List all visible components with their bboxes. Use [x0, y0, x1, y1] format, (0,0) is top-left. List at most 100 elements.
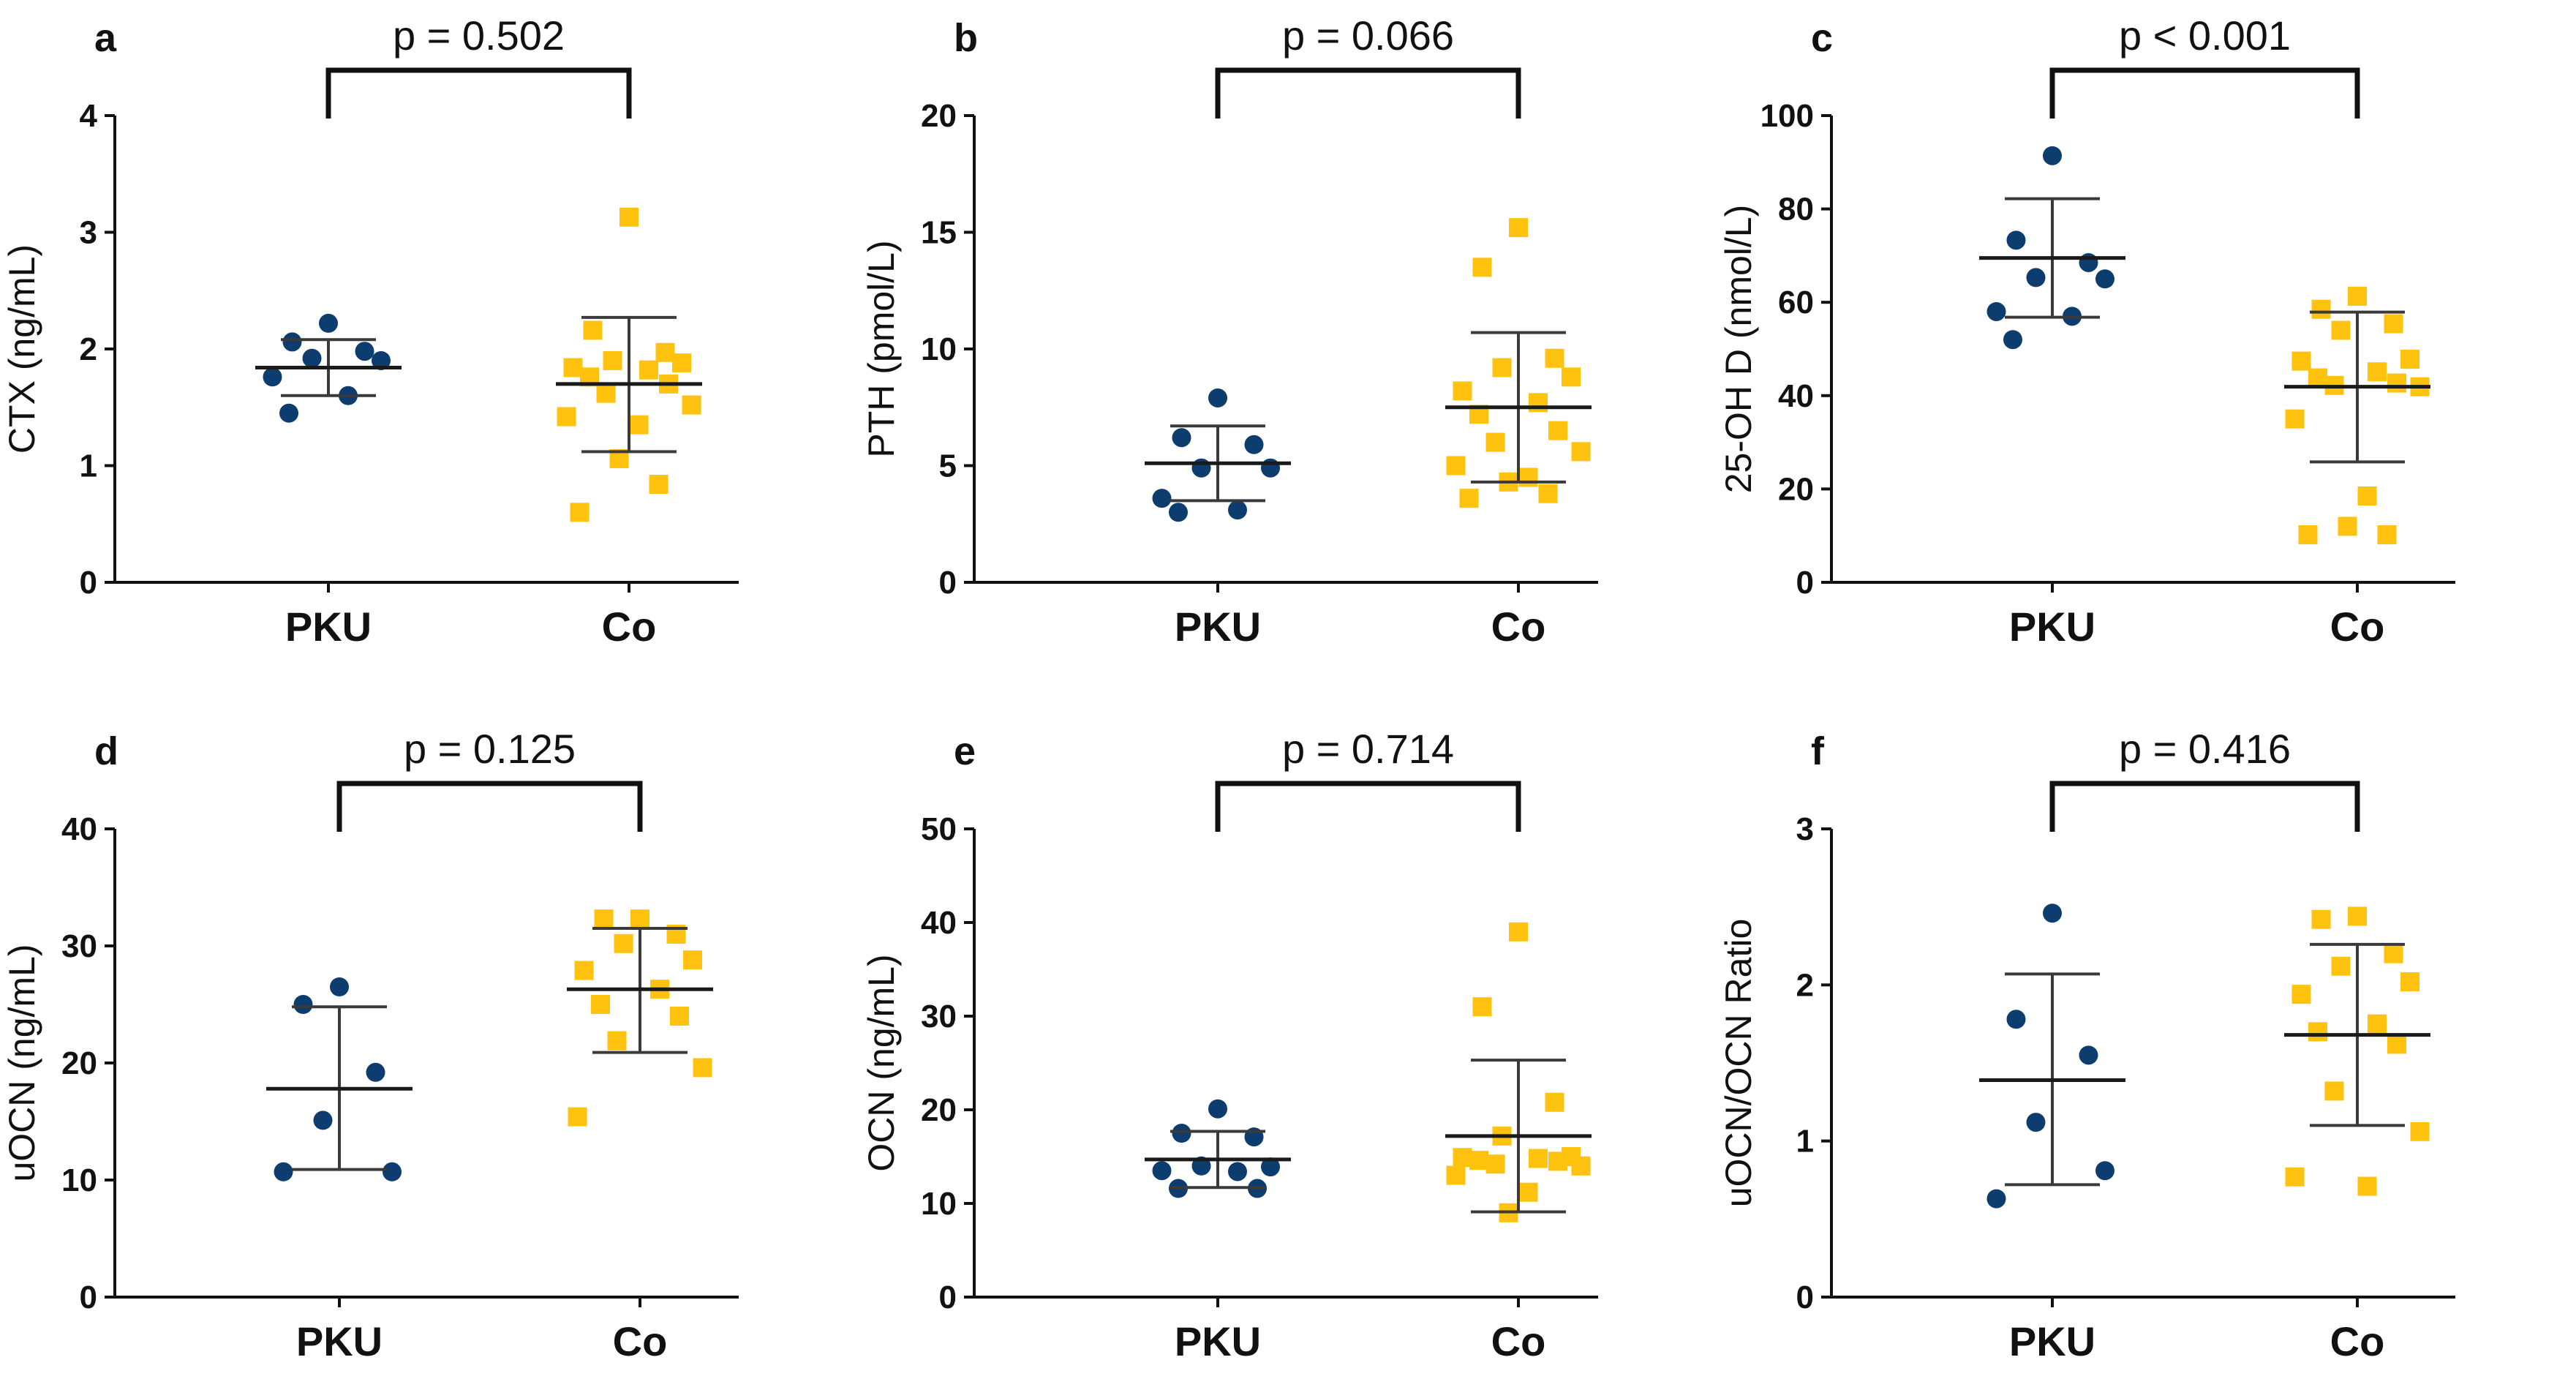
data-point [1538, 484, 1558, 503]
y-tick-label: 10 [61, 1162, 97, 1198]
data-point [2348, 906, 2367, 926]
data-point [1172, 428, 1191, 448]
data-point [2006, 230, 2026, 250]
data-point [2291, 985, 2311, 1004]
y-axis-label: CTX (ng/mL) [1, 244, 42, 454]
data-point [672, 353, 691, 373]
data-point [1571, 442, 1591, 462]
y-axis-label: uOCN (ng/mL) [1, 944, 42, 1181]
data-point [2311, 909, 2331, 929]
y-tick-label: 10 [921, 331, 957, 367]
data-point [1208, 1099, 1227, 1119]
p-value-label: p = 0.125 [404, 726, 576, 772]
p-value-label: p = 0.066 [1282, 12, 1454, 59]
data-point [682, 395, 701, 415]
panel-label: d [94, 729, 118, 773]
panel-a: a 0 1 2 3 4 PKU Co CTX (ng/mL) p = 0.502 [1, 12, 739, 650]
data-point [1986, 301, 2006, 321]
panel-label: c [1811, 16, 1833, 60]
data-point [1485, 1154, 1505, 1174]
x-tick-label: PKU [1175, 604, 1261, 650]
p-value-label: p = 0.714 [1282, 726, 1454, 772]
data-point [1469, 1151, 1488, 1171]
data-point [1492, 358, 1512, 377]
data-point [1571, 1156, 1591, 1176]
series-PKU [1145, 388, 1291, 522]
y-tick-label: 80 [1778, 192, 1814, 228]
panel-d: d 0 10 20 30 40 PKU Co uOCN (ng/mL) p = 0.125 [1, 726, 739, 1364]
y-tick-label: 2 [80, 331, 97, 367]
data-point [263, 367, 282, 387]
series-PKU [1979, 146, 2125, 350]
data-point [274, 1162, 293, 1181]
data-point [1453, 381, 1472, 401]
data-point [649, 475, 669, 495]
data-point [2368, 1014, 2387, 1034]
data-point [1485, 432, 1505, 452]
data-point [2026, 268, 2046, 288]
data-point [2079, 1045, 2098, 1065]
data-point [2291, 351, 2311, 371]
data-point [683, 950, 702, 970]
data-point [1472, 997, 1492, 1017]
data-point [1529, 1149, 1548, 1168]
series-PKU [1145, 1099, 1291, 1198]
panel-c: c 0 20 40 60 80 100 PKU Co 25-OH D (nmol/L) p < 0.… [1718, 12, 2455, 650]
data-point [2384, 314, 2403, 334]
data-point [607, 1031, 627, 1051]
data-point [282, 332, 302, 352]
data-point [1261, 1157, 1280, 1177]
x-tick-label: Co [2330, 604, 2385, 650]
y-tick-label: 10 [921, 1186, 957, 1222]
data-point [2043, 903, 2062, 923]
x-tick-label: Co [602, 604, 657, 650]
data-point [319, 313, 338, 333]
x-tick-label: PKU [2009, 1318, 2095, 1364]
data-point [1446, 1165, 1466, 1185]
y-tick-label: 1 [80, 448, 97, 484]
y-tick-label: 40 [1778, 378, 1814, 414]
data-point [1446, 456, 1466, 476]
series-Co [2284, 906, 2430, 1196]
data-point [2387, 373, 2406, 393]
data-point [1518, 1182, 1538, 1202]
data-point [2285, 1167, 2305, 1187]
series-Co [2284, 286, 2430, 544]
data-point [383, 1162, 402, 1181]
significance-bracket [325, 67, 632, 119]
panel-f: f 0 1 2 3 PKU Co uOCN/OCN Ratio p = 0.416 [1718, 726, 2455, 1364]
p-value-label: p = 0.502 [393, 12, 565, 59]
series-Co [1445, 922, 1592, 1222]
data-point [1208, 388, 1227, 407]
y-axis-label: PTH (pmol/L) [861, 240, 902, 457]
data-point [1518, 467, 1538, 487]
significance-bracket [1215, 781, 1521, 832]
series-Co [556, 207, 702, 522]
data-point [1169, 503, 1188, 522]
data-point [2285, 409, 2305, 429]
x-tick-label: PKU [285, 604, 372, 650]
data-point [563, 358, 583, 377]
data-point [1548, 421, 1567, 440]
series-PKU [255, 313, 402, 423]
data-point [1986, 1189, 2006, 1209]
data-point [355, 342, 374, 361]
y-tick-label: 15 [921, 215, 957, 251]
x-tick-label: PKU [296, 1318, 383, 1364]
y-tick-label: 20 [921, 98, 957, 134]
panel-label: a [94, 16, 117, 60]
y-tick-label: 0 [939, 565, 957, 601]
data-point [629, 415, 649, 435]
data-point [1509, 218, 1528, 238]
data-point [366, 1062, 385, 1082]
data-point [670, 1007, 689, 1026]
data-point [570, 503, 590, 522]
data-point [596, 383, 616, 403]
data-point [279, 403, 298, 423]
data-point [1562, 367, 1581, 387]
panel-label: e [954, 729, 976, 773]
data-point [2095, 269, 2114, 289]
y-tick-label: 100 [1760, 98, 1814, 134]
data-point [330, 977, 349, 996]
y-tick-label: 40 [61, 811, 97, 847]
